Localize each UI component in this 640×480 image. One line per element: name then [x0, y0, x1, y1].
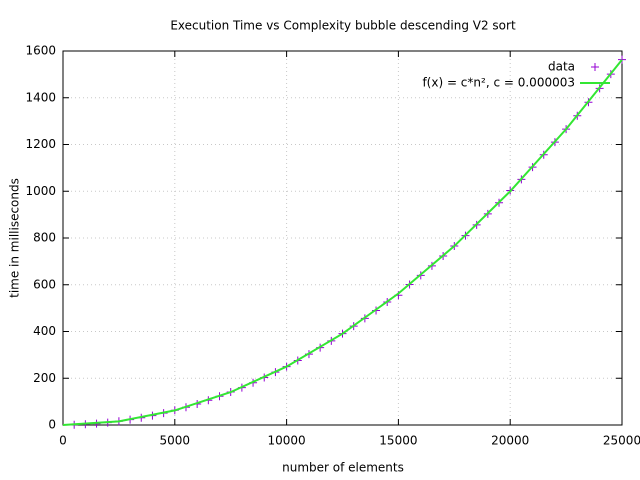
y-tick-label: 600 [33, 277, 56, 291]
legend-label: data [548, 60, 575, 74]
data-point [618, 55, 626, 64]
legend-marker [591, 63, 599, 71]
x-tick-label: 0 [59, 434, 67, 448]
chart-title: Execution Time vs Complexity bubble desc… [170, 19, 516, 33]
x-tick-label: 25000 [603, 434, 640, 448]
y-tick-label: 1400 [25, 90, 56, 104]
x-tick-label: 10000 [268, 434, 306, 448]
x-tick-label: 5000 [160, 434, 191, 448]
y-tick-label: 800 [33, 231, 56, 245]
y-axis-label: time in milliseconds [8, 178, 22, 298]
y-tick-label: 1600 [25, 44, 56, 58]
plot-border [62, 50, 623, 426]
legend-label: f(x) = c*n², c = 0.000003 [422, 76, 575, 90]
y-tick-label: 1200 [25, 137, 56, 151]
x-tick-label: 15000 [379, 434, 417, 448]
y-tick-label: 1000 [25, 184, 56, 198]
y-tick-label: 0 [48, 418, 56, 432]
fit-line [62, 59, 623, 426]
x-axis-label: number of elements [282, 461, 404, 475]
x-tick-label: 20000 [491, 434, 529, 448]
y-tick-label: 200 [33, 371, 56, 385]
y-tick-label: 400 [33, 324, 56, 338]
